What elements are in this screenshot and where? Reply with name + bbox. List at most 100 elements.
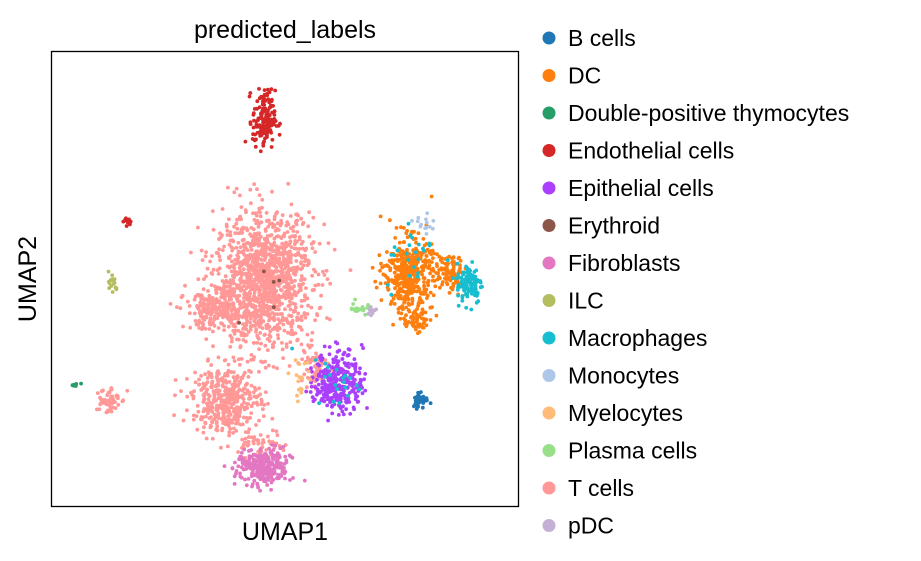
data-point (476, 299, 481, 304)
data-point (411, 259, 416, 264)
data-point (205, 380, 210, 384)
data-point (419, 311, 424, 315)
data-point (264, 275, 269, 280)
data-point (256, 225, 261, 229)
data-point (239, 287, 244, 292)
data-point (104, 401, 109, 406)
data-point (334, 367, 339, 372)
data-point (328, 281, 333, 286)
data-point (219, 445, 223, 450)
data-point (229, 389, 234, 393)
data-point (337, 401, 342, 405)
data-point (217, 305, 222, 309)
data-point (248, 91, 253, 95)
data-point (315, 312, 319, 316)
series-myelocytes (286, 358, 313, 404)
data-point (263, 466, 268, 471)
data-point (418, 400, 422, 404)
data-point (191, 394, 196, 399)
data-point (231, 417, 236, 421)
data-point (292, 331, 297, 336)
data-point (288, 332, 293, 336)
data-point (317, 306, 322, 311)
data-point (449, 285, 453, 290)
data-point (331, 399, 336, 404)
data-point (238, 344, 243, 348)
data-point (264, 124, 269, 128)
data-point (302, 311, 307, 315)
data-point (209, 271, 214, 275)
data-point (333, 383, 338, 387)
data-point (310, 330, 315, 335)
data-point (234, 245, 239, 250)
data-point (290, 280, 294, 285)
data-point (268, 233, 272, 238)
data-point (237, 457, 242, 462)
data-point (299, 318, 304, 323)
data-point (282, 285, 287, 289)
data-point (327, 378, 332, 383)
data-point (304, 286, 308, 290)
data-point (389, 260, 394, 265)
data-point (236, 405, 241, 410)
data-point (258, 477, 263, 482)
data-point (185, 299, 190, 304)
data-point (318, 370, 323, 374)
data-point (236, 240, 241, 245)
data-point (346, 353, 351, 357)
data-point (242, 415, 246, 420)
data-point (323, 368, 327, 373)
data-point (255, 238, 260, 243)
data-point (244, 327, 249, 332)
data-point (411, 311, 416, 315)
data-point (211, 227, 216, 232)
data-point (445, 268, 450, 273)
data-point (412, 265, 416, 269)
data-point (416, 304, 420, 308)
data-point (239, 357, 244, 361)
data-point (223, 358, 228, 362)
data-point (215, 316, 220, 321)
data-point (205, 376, 210, 380)
data-point (321, 269, 325, 274)
data-point (200, 321, 205, 325)
data-point (248, 320, 253, 325)
data-point (445, 282, 450, 287)
data-point (340, 393, 345, 398)
data-point (252, 394, 257, 399)
data-point (258, 464, 263, 469)
data-point (274, 259, 279, 264)
data-point (421, 237, 426, 241)
data-point (415, 219, 420, 224)
legend-item: Endothelial cells (542, 138, 734, 164)
data-point (282, 231, 287, 236)
data-point (257, 257, 261, 261)
data-point (237, 250, 241, 255)
data-point (404, 324, 409, 329)
series-t-cells (95, 181, 353, 475)
data-point (232, 332, 237, 336)
data-point (232, 224, 237, 229)
data-point (294, 212, 298, 217)
data-point (340, 409, 345, 414)
data-point (341, 368, 345, 373)
data-point (247, 293, 252, 298)
data-point (426, 278, 431, 283)
data-point (250, 482, 255, 486)
legend-marker (542, 519, 556, 532)
data-point (227, 433, 232, 438)
data-point (341, 412, 346, 417)
data-point (258, 214, 263, 219)
data-point (280, 312, 284, 316)
data-point (252, 252, 256, 257)
data-point (207, 394, 212, 398)
data-point (188, 325, 193, 330)
data-point (262, 109, 267, 114)
data-point (222, 324, 227, 328)
data-point (359, 343, 364, 347)
data-point (429, 260, 434, 264)
data-point (200, 258, 205, 262)
data-point (317, 241, 322, 246)
data-point (240, 437, 245, 442)
data-point (271, 344, 276, 349)
